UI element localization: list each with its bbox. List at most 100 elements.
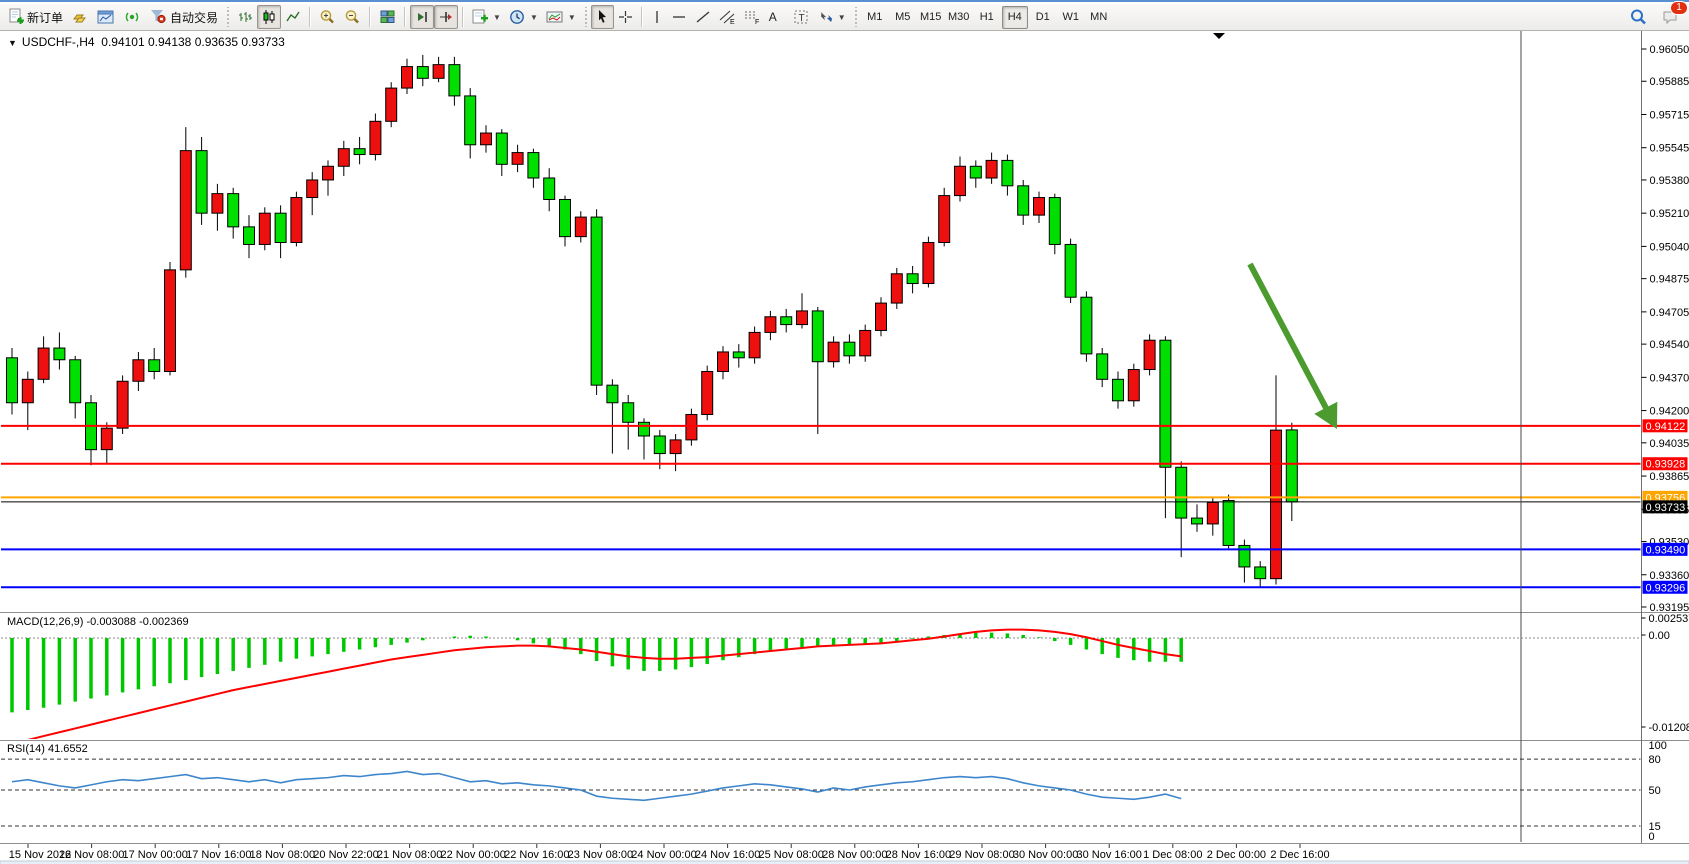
candle	[1175, 461, 1188, 558]
candle	[432, 56, 445, 83]
equidistant-channel-button[interactable]: E	[715, 5, 740, 29]
timeframe-w1[interactable]: W1	[1062, 11, 1079, 23]
date-tick-label: 15 Nov 2022	[9, 849, 71, 861]
zoom-in-icon	[320, 10, 334, 24]
periods-icon	[510, 10, 524, 24]
horizontal-line-button[interactable]	[667, 5, 691, 29]
price-line-badge: 0.94122	[1642, 419, 1688, 433]
fibonacci-button[interactable]: F	[740, 5, 765, 29]
timeframe-m5[interactable]: M5	[895, 11, 911, 23]
price-tick-label: 0.94875	[1650, 274, 1689, 286]
main-price-panel[interactable]	[1, 54, 1641, 589]
candle	[1127, 363, 1140, 407]
price-tick-label: 0.95040	[1650, 241, 1689, 253]
candle	[859, 324, 872, 362]
timeframe-mn[interactable]: MN	[1090, 11, 1108, 23]
shift-end-icon	[418, 12, 427, 22]
macd-signal-line	[27, 628, 1182, 739]
chart-window-button[interactable]	[93, 5, 119, 29]
auto-scroll-button[interactable]	[434, 5, 459, 29]
date-tick-label: 18 Nov 08:00	[250, 849, 315, 861]
autotrading-button[interactable]: 自动交易	[145, 5, 222, 29]
indicators-icon	[472, 9, 489, 24]
candle	[274, 205, 287, 259]
shift-end-button[interactable]	[410, 5, 435, 29]
candlestick-chart-button[interactable]	[257, 5, 282, 29]
rsi-panel[interactable]	[1, 758, 1641, 827]
arrows-button[interactable]: ▼	[814, 5, 850, 29]
periods-button[interactable]: ▼	[505, 5, 542, 29]
timeframe-h1[interactable]: H1	[979, 11, 994, 23]
candle	[1048, 193, 1061, 255]
chart-canvas[interactable]: 0.96050 0.95885 0.95715 0.95545 0.95380 0.952…	[0, 30, 1689, 864]
svg-text:0.93296: 0.93296	[1646, 582, 1686, 594]
candle	[211, 183, 224, 231]
signals-button[interactable]	[119, 5, 145, 29]
candle	[195, 136, 208, 225]
candle	[1254, 561, 1267, 587]
candle	[243, 215, 255, 259]
search-icon	[1631, 9, 1646, 25]
bar-chart-button[interactable]	[233, 5, 257, 29]
candle	[337, 140, 350, 177]
svg-text:E: E	[730, 19, 735, 25]
trendline-button[interactable]	[691, 5, 715, 29]
notification-badge: 1	[1670, 1, 1688, 15]
fibonacci-icon: F	[744, 11, 759, 25]
date-tick-label: 25 Nov 08:00	[758, 849, 823, 861]
horizontal-scrollbar[interactable]	[0, 860, 1689, 864]
toolbar-drag-handle[interactable]	[582, 7, 588, 27]
rsi-axis-label: 100	[1649, 740, 1667, 752]
timeframe-m30[interactable]: M30	[948, 11, 970, 23]
zoom-out-button[interactable]	[340, 5, 365, 29]
indicators-button[interactable]: ▼	[468, 5, 505, 29]
candle	[827, 336, 840, 368]
notifications-button[interactable]: 1	[1657, 1, 1688, 29]
trend-arrow-object[interactable]	[1247, 262, 1338, 429]
periods-caret: ▼	[529, 12, 538, 22]
tile-windows-button[interactable]	[375, 5, 400, 29]
text-button[interactable]: A	[768, 10, 777, 24]
macd-panel[interactable]	[1, 628, 1641, 744]
zoom-in-button[interactable]	[315, 5, 340, 29]
gold-button[interactable]	[67, 5, 93, 29]
date-tick-label: 28 Nov 00:00	[822, 849, 887, 861]
current-price-badge: 0.93733	[1642, 500, 1688, 514]
timeframe-m15[interactable]: M15	[920, 11, 942, 23]
candle	[69, 355, 82, 419]
candle	[369, 113, 382, 161]
toolbar-drag-handle[interactable]	[852, 7, 858, 27]
candle	[732, 344, 745, 368]
search-button[interactable]	[1625, 5, 1651, 29]
date-tick-label: 21 Nov 08:00	[377, 849, 442, 861]
date-tick-label: 28 Nov 16:00	[886, 849, 951, 861]
vertical-line-button[interactable]	[647, 5, 667, 29]
date-tick-label: 30 Nov 16:00	[1076, 849, 1141, 861]
candle	[574, 211, 587, 243]
candle	[764, 310, 777, 341]
candle	[985, 152, 998, 184]
timeframe-m1[interactable]: M1	[867, 11, 883, 23]
rsi-axis-label: 80	[1649, 754, 1661, 766]
auto-scroll-icon	[440, 12, 453, 22]
candle	[100, 422, 113, 464]
chart-area[interactable]: 0.96050 0.95885 0.95715 0.95545 0.95380 0.952…	[0, 30, 1689, 864]
templates-button[interactable]: ▼	[542, 5, 580, 29]
timeframe-h4[interactable]: H4	[1001, 5, 1028, 29]
cursor-button[interactable]	[590, 5, 614, 29]
toolbar-drag-handle[interactable]	[225, 7, 231, 27]
candle	[622, 394, 635, 450]
text-label-button[interactable]: T	[789, 5, 814, 29]
candle	[290, 191, 303, 247]
bar-chart-icon	[239, 12, 253, 22]
templates-icon	[546, 11, 563, 23]
crosshair-button[interactable]	[614, 5, 637, 29]
candle	[1206, 496, 1219, 536]
price-tick-label: 0.95715	[1650, 109, 1689, 121]
new-order-button[interactable]: 新订单	[4, 5, 67, 29]
vertical-line-icon	[656, 11, 658, 23]
line-chart-button[interactable]	[281, 5, 305, 29]
chart-shift-marker[interactable]	[1213, 33, 1225, 39]
timeframe-d1[interactable]: D1	[1035, 11, 1050, 23]
candle	[1143, 334, 1156, 376]
